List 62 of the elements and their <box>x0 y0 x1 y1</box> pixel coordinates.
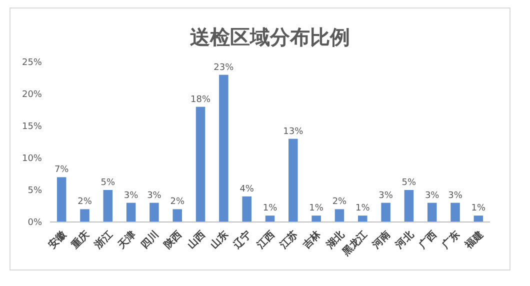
data-label: 3% <box>378 190 394 201</box>
data-label: 3% <box>124 190 139 201</box>
bar <box>219 74 228 222</box>
bar <box>126 202 136 222</box>
x-tick-label: 吉林 <box>300 228 324 252</box>
x-tick-label: 江西 <box>254 228 278 252</box>
x-tick-label: 四川 <box>138 228 162 252</box>
data-label: 2% <box>332 197 348 208</box>
bar <box>312 216 321 222</box>
bar <box>358 216 368 222</box>
x-tick-label: 陕西 <box>162 228 184 252</box>
bar <box>427 202 437 222</box>
x-tick-label: 重庆 <box>68 228 92 252</box>
y-tick-label: 0% <box>28 218 42 228</box>
x-tick-label: 辽宁 <box>230 228 254 252</box>
data-label: 1% <box>471 204 486 214</box>
data-label: 2% <box>78 197 92 208</box>
y-tick-label: 5% <box>28 186 42 196</box>
data-label: 7% <box>54 165 70 176</box>
data-label: 1% <box>262 204 278 214</box>
bar <box>196 106 206 222</box>
x-tick-label: 浙江 <box>92 228 115 252</box>
bar <box>381 202 390 222</box>
y-tick-label: 15% <box>22 122 42 132</box>
bar <box>404 190 414 222</box>
x-tick-label: 福建 <box>462 228 486 252</box>
y-tick-label: 20% <box>22 90 42 100</box>
x-tick-label: 天津 <box>114 228 138 252</box>
y-tick-label: 10% <box>22 154 42 164</box>
x-tick-label: 广西 <box>416 228 440 252</box>
y-tick-label: 25% <box>22 58 42 68</box>
data-label: 13% <box>283 126 304 137</box>
bar <box>172 209 182 222</box>
x-tick-label: 河北 <box>392 228 417 252</box>
bar <box>265 216 275 222</box>
bar <box>334 209 344 222</box>
x-tick-label: 山西 <box>184 228 208 252</box>
x-tick-label: 安徽 <box>46 228 70 252</box>
x-tick-label: 江苏 <box>276 228 300 252</box>
data-label: 2% <box>170 197 185 208</box>
data-label: 5% <box>402 178 417 188</box>
data-label: 4% <box>240 184 254 194</box>
bar <box>103 190 113 222</box>
bar <box>288 138 298 222</box>
x-tick-label: 广东 <box>439 228 462 252</box>
data-label: 3% <box>448 190 463 201</box>
bar <box>242 196 252 222</box>
data-label: 3% <box>424 190 440 201</box>
bar <box>56 177 66 222</box>
bar <box>450 202 460 222</box>
data-label: 3% <box>147 190 162 201</box>
bar <box>474 216 484 222</box>
x-tick-label: 山东 <box>208 228 231 252</box>
data-label: 18% <box>190 94 211 105</box>
data-label: 23% <box>214 62 234 73</box>
bar <box>80 209 90 222</box>
bar <box>150 202 159 222</box>
data-label: 5% <box>100 178 116 188</box>
data-label: 1% <box>355 204 370 214</box>
chart-title: 送检区域分布比例 <box>189 27 350 49</box>
data-label: 1% <box>309 204 324 214</box>
x-tick-label: 河南 <box>370 228 393 252</box>
